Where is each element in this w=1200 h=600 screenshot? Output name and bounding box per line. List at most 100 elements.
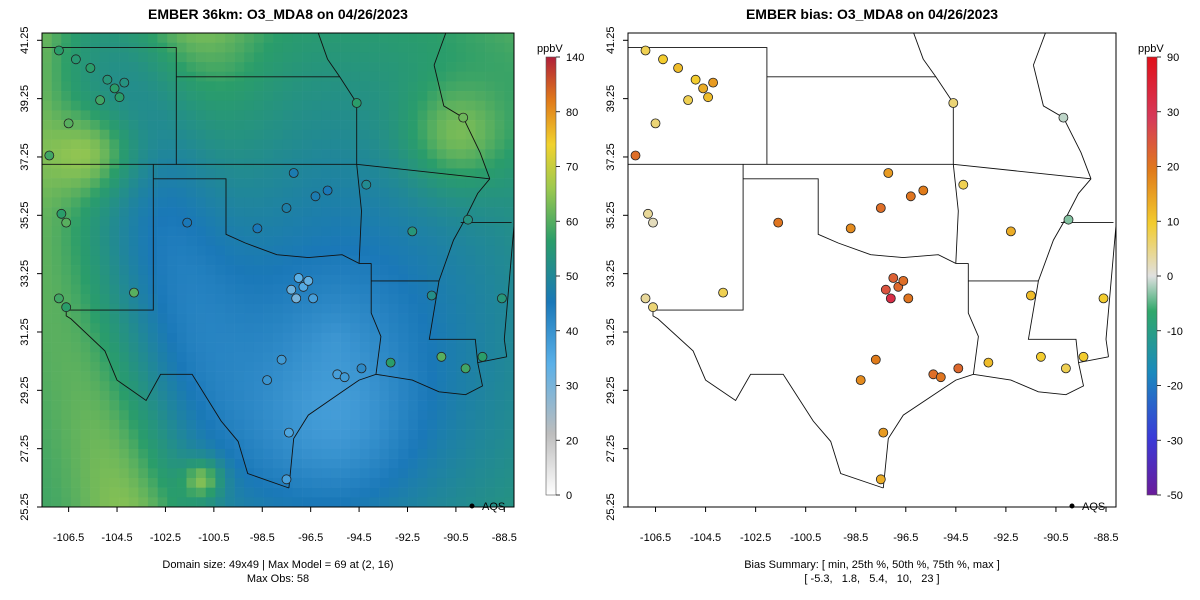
grid-cell (330, 265, 341, 276)
grid-cell (369, 110, 380, 121)
grid-cell (263, 323, 274, 334)
grid-cell (196, 81, 207, 92)
grid-cell (61, 323, 72, 334)
grid-cell (234, 236, 245, 247)
grid-cell (167, 303, 178, 314)
grid-cell (205, 187, 216, 198)
grid-cell (109, 207, 120, 218)
grid-cell (119, 129, 129, 140)
grid-cell (446, 197, 457, 208)
grid-cell (253, 313, 264, 324)
grid-cell (167, 197, 178, 208)
grid-cell (369, 139, 380, 150)
grid-cell (109, 129, 120, 140)
grid-cell (80, 323, 91, 334)
grid-cell (253, 216, 264, 227)
grid-cell (80, 187, 91, 198)
grid-cell (205, 62, 216, 72)
grid-cell (157, 139, 168, 150)
grid-cell (359, 439, 370, 450)
grid-cell (321, 226, 332, 237)
grid-cell (398, 448, 409, 459)
grid-cell (244, 439, 255, 450)
grid-cell (302, 42, 313, 53)
state-border-line (882, 356, 1109, 489)
grid-cell (157, 187, 168, 198)
grid-cell (70, 158, 81, 169)
grid-cell (225, 216, 235, 227)
aqs-station-marker (426, 290, 437, 301)
grid-cell (80, 91, 91, 102)
grid-cell (340, 381, 351, 392)
grid-cell (494, 352, 505, 363)
grid-cell (494, 274, 505, 285)
grid-cell (504, 187, 514, 198)
grid-cell (446, 245, 457, 256)
grid-cell (388, 294, 399, 305)
grid-cell (302, 410, 313, 421)
aqs-station-marker (54, 293, 64, 304)
grid-cell (225, 62, 235, 72)
grid-cell (253, 390, 264, 401)
grid-cell (292, 265, 303, 276)
grid-cell (244, 477, 255, 488)
grid-cell (340, 71, 351, 82)
grid-cell (128, 294, 139, 305)
grid-cell (234, 419, 245, 430)
grid-cell (398, 71, 409, 82)
grid-cell (253, 303, 264, 314)
grid-cell (330, 129, 341, 140)
grid-cell (282, 158, 293, 169)
grid-cell (350, 178, 361, 189)
grid-cell (138, 497, 149, 507)
grid-cell (408, 303, 418, 314)
grid-cell (369, 52, 380, 63)
grid-cell (302, 255, 313, 266)
grid-cell (186, 81, 197, 92)
grid-cell (388, 352, 399, 363)
grid-cell (128, 410, 139, 421)
grid-cell (475, 419, 486, 430)
grid-cell (311, 158, 322, 169)
grid-cell (369, 197, 380, 208)
grid-cell (205, 245, 216, 256)
grid-cell (109, 313, 120, 324)
grid-cell (205, 255, 216, 266)
grid-cell (225, 52, 235, 63)
grid-cell (465, 81, 476, 92)
grid-cell (99, 274, 110, 285)
grid-cell (321, 497, 332, 507)
grid-cell (90, 371, 101, 382)
grid-cell (485, 62, 496, 72)
grid-cell (359, 381, 370, 392)
grid-cell (167, 400, 178, 411)
grid-cell (225, 91, 235, 102)
grid-cell (157, 129, 168, 140)
grid-cell (379, 323, 390, 334)
x-tick-label: -100.5 (790, 532, 821, 544)
aqs-station-marker (718, 287, 728, 298)
right-colorbar-unit: ppbV (1138, 43, 1164, 55)
grid-cell (456, 71, 467, 82)
grid-cell (51, 71, 62, 82)
grid-cell (408, 390, 418, 401)
grid-cell (138, 81, 149, 92)
grid-cell (427, 158, 438, 169)
grid-cell (359, 468, 370, 479)
grid-cell (465, 390, 476, 401)
grid-cell (282, 265, 293, 276)
grid-cell (311, 81, 322, 92)
grid-cell (340, 129, 351, 140)
x-tick-label: -92.5 (993, 532, 1018, 544)
grid-cell (176, 178, 187, 189)
grid-cell (350, 352, 361, 363)
grid-cell (167, 216, 178, 227)
grid-cell (504, 303, 514, 314)
grid-cell (282, 168, 293, 179)
grid-cell (475, 71, 486, 82)
grid-cell (504, 207, 514, 218)
grid-cell (273, 381, 284, 392)
grid-cell (436, 303, 447, 314)
state-border-line (913, 33, 924, 60)
grid-cell (350, 313, 361, 324)
